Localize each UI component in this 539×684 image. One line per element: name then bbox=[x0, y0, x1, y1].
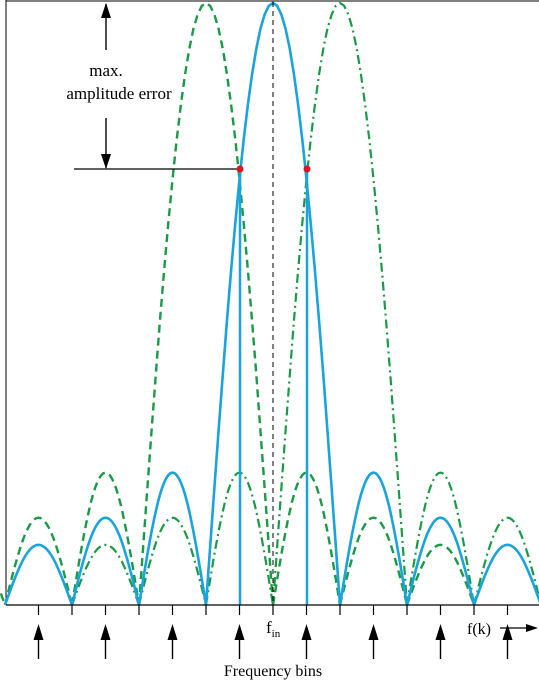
frequency-bins-label: Frequency bins bbox=[224, 663, 322, 680]
up-arrow-icon bbox=[368, 624, 379, 659]
axis-ticks bbox=[37, 605, 509, 615]
annotation-line1: max. bbox=[89, 61, 123, 80]
up-arrow-icon bbox=[167, 624, 178, 659]
up-arrow-icon bbox=[33, 624, 44, 659]
up-arrow-icon bbox=[234, 624, 245, 659]
annotation-line2: amplitude error bbox=[66, 84, 172, 103]
up-arrow-icon bbox=[100, 624, 111, 659]
error-point-left bbox=[236, 165, 244, 173]
fin-label: fin bbox=[266, 618, 281, 640]
fin-label-main: f bbox=[266, 618, 272, 637]
dashed-spectrum-curve bbox=[0, 1, 476, 606]
bin-arrows bbox=[33, 624, 513, 659]
error-point-right bbox=[303, 165, 311, 173]
error-arrow-bottom bbox=[101, 118, 111, 169]
error-arrow-top bbox=[101, 3, 111, 50]
fin-label-sub: in bbox=[272, 628, 281, 640]
up-arrow-icon bbox=[435, 624, 446, 659]
fk-arrow-head bbox=[526, 624, 538, 632]
up-arrow-icon bbox=[301, 624, 312, 659]
fk-label: f(k) bbox=[467, 621, 491, 638]
up-arrow-icon bbox=[502, 624, 513, 659]
